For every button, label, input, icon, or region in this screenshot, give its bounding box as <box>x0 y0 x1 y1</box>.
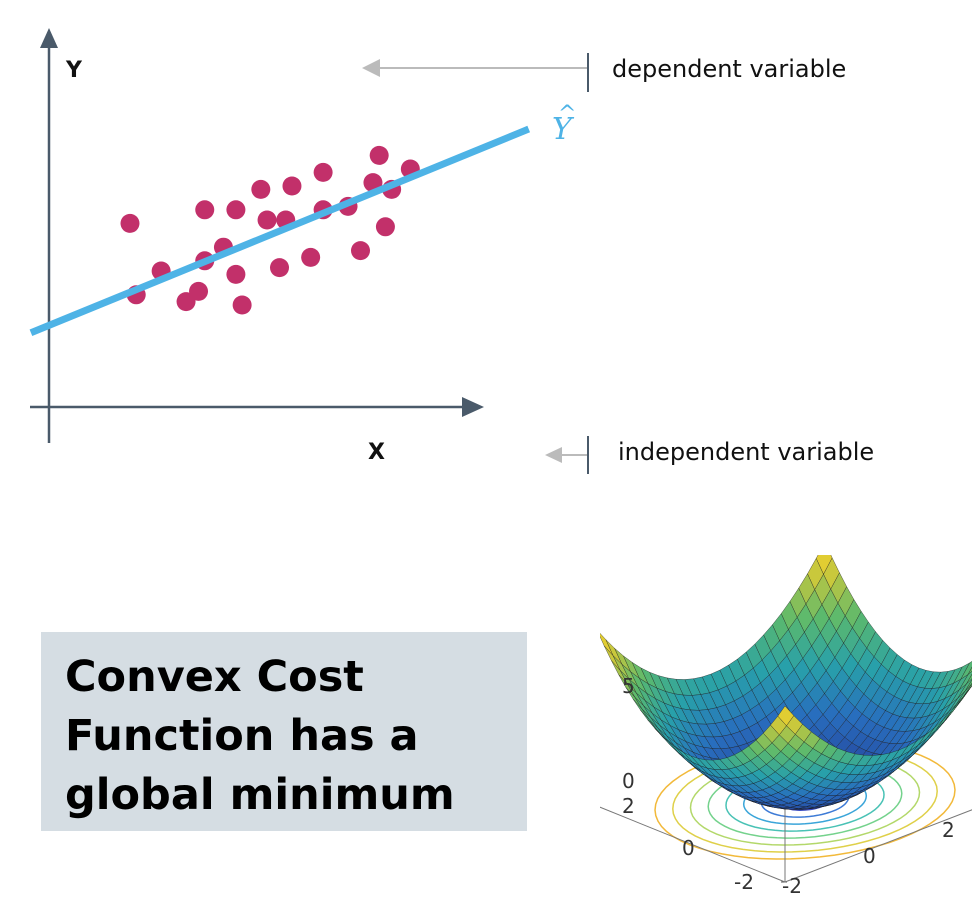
x-tick-neg2: -2 <box>782 874 802 898</box>
surface-facet <box>600 632 614 656</box>
independent-variable-label: independent variable <box>618 438 875 466</box>
dependent-pointer-arrowhead <box>362 59 380 77</box>
regression-plot <box>29 28 589 474</box>
data-point <box>232 295 252 315</box>
y-axis-label: Y <box>66 58 82 83</box>
dependent-variable-label: dependent variable <box>612 55 847 83</box>
y-tick-0: 0 <box>682 836 695 860</box>
data-point <box>313 162 333 182</box>
cost-line-3: global minimum <box>65 770 455 820</box>
data-point <box>189 281 209 301</box>
data-point <box>120 213 140 233</box>
data-point <box>257 210 277 230</box>
data-point <box>226 264 246 284</box>
data-point <box>375 217 395 237</box>
cost-function-text: Convex Cost Function has a global minimu… <box>65 648 455 825</box>
data-point <box>226 200 246 220</box>
independent-pointer-arrowhead <box>545 447 562 463</box>
convex-surface-plot: 5 0 2 0 -2 2 0 -2 <box>600 555 972 898</box>
z-tick-0: 0 <box>622 769 635 793</box>
y-tick-neg2: -2 <box>734 870 754 894</box>
data-point <box>270 258 290 278</box>
prediction-label: Y <box>552 112 572 147</box>
data-point <box>369 145 389 165</box>
data-point <box>351 241 370 261</box>
data-point <box>282 176 302 196</box>
x-axis-line-3d <box>784 809 972 883</box>
surface-facet <box>777 705 795 727</box>
x-axis-arrowhead <box>462 397 484 417</box>
cost-line-2: Function has a <box>65 711 419 761</box>
x-axis-label: X <box>368 440 385 465</box>
x-tick-2: 2 <box>942 818 955 842</box>
y-axis-line-3d <box>600 806 786 883</box>
cost-line-1: Convex Cost <box>65 652 364 702</box>
data-point <box>195 200 215 220</box>
data-point <box>301 247 321 267</box>
cost-function-callout: Convex Cost Function has a global minimu… <box>41 632 527 831</box>
prediction-hat-symbol: ^ <box>558 102 577 127</box>
data-point <box>251 179 271 199</box>
z-tick-5: 5 <box>622 674 635 698</box>
y-axis-arrowhead <box>40 28 58 48</box>
y-tick-2: 2 <box>622 794 635 818</box>
x-tick-0: 0 <box>863 844 876 868</box>
regression-line <box>29 125 531 337</box>
surface-mesh <box>600 555 972 810</box>
